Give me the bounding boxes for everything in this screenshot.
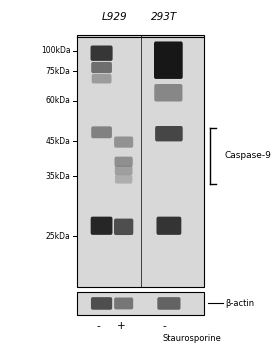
FancyBboxPatch shape: [115, 175, 132, 183]
FancyBboxPatch shape: [154, 84, 182, 102]
FancyBboxPatch shape: [154, 42, 183, 79]
FancyBboxPatch shape: [91, 46, 113, 61]
Text: 75kDa: 75kDa: [46, 67, 70, 76]
FancyBboxPatch shape: [115, 166, 132, 175]
Text: L929: L929: [102, 12, 127, 22]
Text: 293T: 293T: [151, 12, 177, 22]
Text: -: -: [162, 321, 166, 331]
Text: Caspase-9: Caspase-9: [225, 151, 272, 160]
Text: β-actin: β-actin: [225, 299, 254, 308]
FancyBboxPatch shape: [157, 297, 181, 310]
FancyBboxPatch shape: [91, 126, 112, 138]
Text: 45kDa: 45kDa: [46, 136, 70, 146]
Bar: [77, 35, 204, 287]
Bar: [77, 292, 204, 315]
FancyBboxPatch shape: [114, 218, 133, 235]
FancyBboxPatch shape: [114, 136, 133, 148]
Text: Staurosporine: Staurosporine: [162, 334, 221, 343]
Text: +: +: [117, 321, 126, 331]
Text: 100kDa: 100kDa: [41, 46, 70, 55]
FancyBboxPatch shape: [155, 126, 183, 141]
FancyBboxPatch shape: [92, 74, 112, 83]
FancyBboxPatch shape: [91, 62, 112, 73]
Text: -: -: [96, 321, 100, 331]
FancyBboxPatch shape: [156, 217, 181, 235]
Text: 60kDa: 60kDa: [46, 96, 70, 105]
FancyBboxPatch shape: [115, 156, 133, 167]
FancyBboxPatch shape: [91, 297, 112, 310]
FancyBboxPatch shape: [91, 217, 113, 235]
Text: 35kDa: 35kDa: [46, 172, 70, 181]
Text: 25kDa: 25kDa: [46, 232, 70, 241]
FancyBboxPatch shape: [114, 298, 133, 309]
